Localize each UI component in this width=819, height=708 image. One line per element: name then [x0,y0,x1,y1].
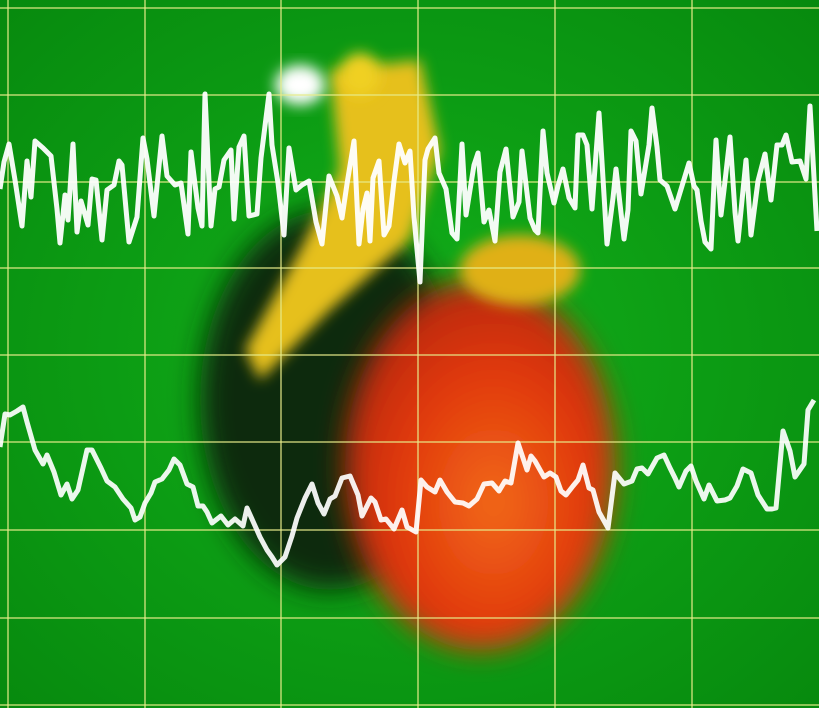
ecg-trace-bottom [0,398,817,568]
ecg-trace-top [0,91,819,285]
heart [200,53,615,650]
